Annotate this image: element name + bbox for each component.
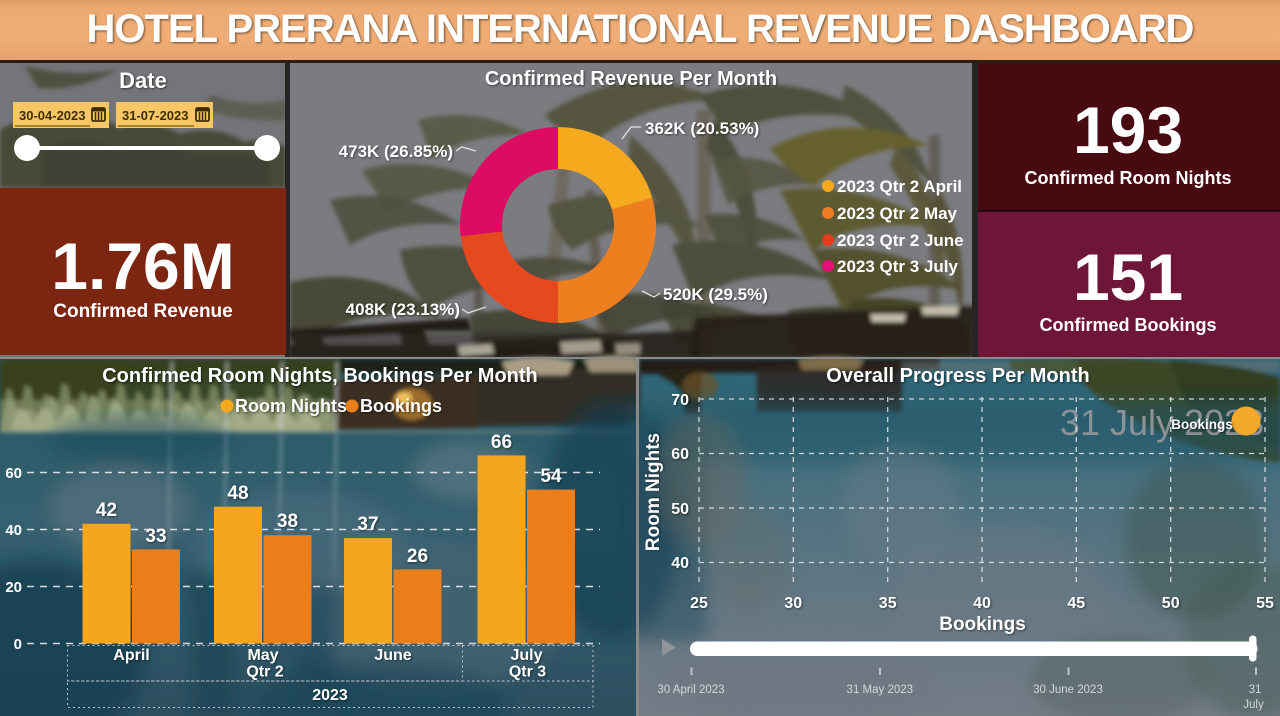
svg-text:30 June 2023: 30 June 2023	[1033, 684, 1103, 696]
svg-text:April: April	[113, 647, 149, 664]
svg-text:0: 0	[14, 636, 22, 653]
svg-text:33: 33	[145, 526, 166, 547]
svg-text:70: 70	[671, 392, 689, 409]
svg-text:66: 66	[491, 432, 512, 453]
svg-text:50: 50	[1162, 595, 1180, 612]
svg-text:2023 Qtr 2 April: 2023 Qtr 2 April	[837, 177, 962, 196]
svg-text:2023 Qtr 2 May: 2023 Qtr 2 May	[837, 204, 958, 223]
svg-text:31 July 2023: 31 July 2023	[1060, 402, 1264, 443]
svg-text:Bookings: Bookings	[1171, 417, 1233, 432]
svg-text:Bookings: Bookings	[360, 396, 442, 416]
svg-text:July: July	[1243, 699, 1264, 711]
svg-text:Confirmed Room Nights, Booking: Confirmed Room Nights, Bookings Per Mont…	[102, 365, 538, 387]
svg-text:Bookings: Bookings	[939, 614, 1026, 635]
svg-text:Room Nights: Room Nights	[235, 396, 347, 416]
svg-text:37: 37	[357, 514, 378, 535]
svg-text:42: 42	[96, 500, 117, 521]
svg-text:30-04-2023: 30-04-2023	[19, 108, 86, 123]
svg-text:60: 60	[671, 446, 689, 463]
svg-text:40: 40	[973, 595, 991, 612]
svg-text:Overall Progress Per Month: Overall Progress Per Month	[826, 365, 1089, 387]
svg-text:30 April 2023: 30 April 2023	[657, 684, 724, 696]
svg-text:25: 25	[690, 595, 708, 612]
svg-text:54: 54	[540, 466, 562, 487]
svg-text:2023 Qtr 2 June: 2023 Qtr 2 June	[837, 231, 964, 250]
svg-text:362K (20.53%): 362K (20.53%)	[645, 119, 759, 138]
svg-text:Qtr 3: Qtr 3	[509, 664, 546, 681]
svg-text:40: 40	[5, 522, 22, 539]
svg-text:55: 55	[1256, 595, 1274, 612]
svg-text:473K (26.85%): 473K (26.85%)	[339, 142, 453, 161]
svg-text:408K (23.13%): 408K (23.13%)	[346, 300, 460, 319]
svg-text:July: July	[510, 647, 542, 664]
svg-text:60: 60	[5, 465, 22, 482]
svg-text:48: 48	[227, 483, 248, 504]
svg-text:520K (29.5%): 520K (29.5%)	[663, 285, 768, 304]
svg-text:50: 50	[671, 501, 689, 518]
svg-text:45: 45	[1067, 595, 1085, 612]
svg-text:31 May 2023: 31 May 2023	[847, 684, 914, 696]
svg-text:20: 20	[5, 579, 22, 596]
svg-text:30: 30	[784, 595, 802, 612]
svg-text:Room Nights: Room Nights	[643, 433, 664, 551]
svg-text:26: 26	[407, 546, 428, 567]
svg-text:Qtr 2: Qtr 2	[246, 664, 283, 681]
svg-text:31-07-2023: 31-07-2023	[122, 108, 189, 123]
svg-text:40: 40	[671, 555, 689, 572]
svg-text:June: June	[374, 647, 411, 664]
svg-text:38: 38	[277, 511, 298, 532]
svg-text:May: May	[247, 647, 278, 664]
svg-text:35: 35	[879, 595, 897, 612]
svg-text:31: 31	[1249, 684, 1262, 696]
svg-text:2023: 2023	[312, 687, 348, 704]
svg-text:2023 Qtr 3 July: 2023 Qtr 3 July	[837, 257, 959, 276]
